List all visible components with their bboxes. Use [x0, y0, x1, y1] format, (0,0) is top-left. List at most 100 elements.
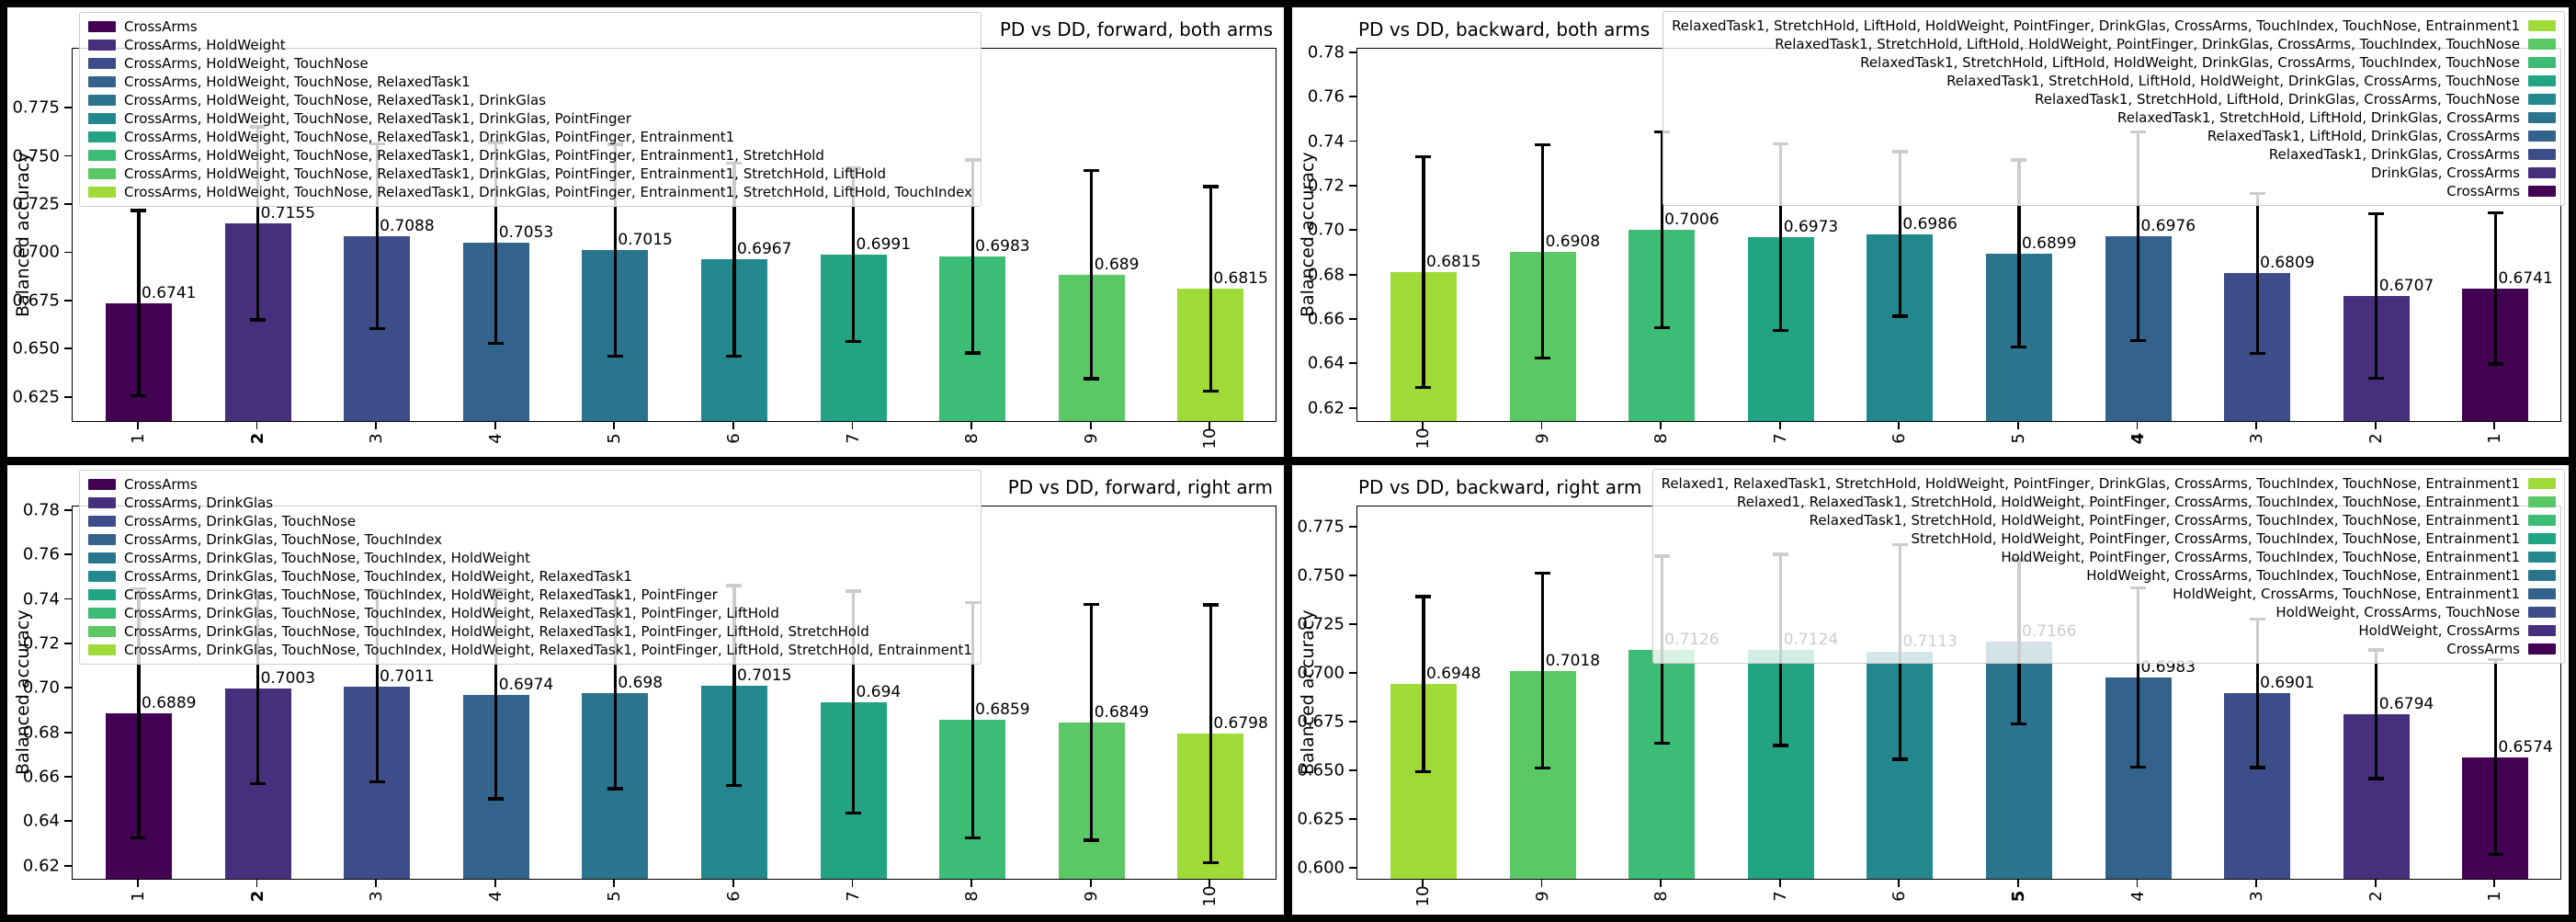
x-tick-mark — [2017, 422, 2019, 429]
x-tick-label: 9 — [1532, 891, 1552, 902]
y-tick-label: 0.650 — [1297, 760, 1345, 780]
error-cap-top — [1535, 571, 1551, 575]
legend-item: CrossArms, DrinkGlas, TouchNose — [88, 512, 972, 530]
error-cap-bottom — [1202, 389, 1219, 393]
legend-swatch — [88, 21, 116, 32]
x-tick-label: 3 — [366, 433, 386, 444]
error-bar — [255, 126, 260, 320]
legend-swatch — [88, 571, 116, 582]
legend-swatch — [88, 626, 116, 637]
x-tick-label: 7 — [843, 891, 863, 902]
y-tick-label: 0.650 — [12, 338, 60, 359]
bar-value-label: 0.698 — [618, 674, 664, 693]
legend-label: DrinkGlas, CrossArms — [2370, 165, 2520, 181]
legend-label: CrossArms, DrinkGlas, TouchNose, TouchIn… — [124, 568, 632, 585]
y-tick-label: 0.74 — [1307, 131, 1345, 152]
error-cap-bottom — [488, 341, 505, 346]
error-cap-top — [1653, 130, 1670, 134]
x-tick-label: 3 — [2246, 433, 2266, 444]
legend-label: CrossArms — [2446, 183, 2520, 199]
x-tick-mark — [137, 880, 139, 887]
error-bar — [613, 598, 617, 790]
legend-item: RelaxedTask1, StretchHold, HoldWeight, P… — [1662, 511, 2556, 529]
legend-label: HoldWeight, CrossArms — [2358, 622, 2520, 639]
legend-item: CrossArms, HoldWeight, TouchNose, Relaxe… — [88, 146, 972, 165]
bar-value-label: 0.6967 — [736, 240, 792, 259]
legend-item: CrossArms, HoldWeight, TouchNose, Relaxe… — [88, 128, 972, 146]
y-tick-mark — [1349, 867, 1356, 870]
legend-swatch — [2528, 643, 2556, 655]
bar-value-label: 0.6741 — [2498, 268, 2553, 288]
error-bar — [2017, 160, 2021, 347]
legend-label: CrossArms, DrinkGlas, TouchNose — [124, 513, 357, 529]
x-tick-label: 8 — [1651, 891, 1671, 902]
legend-swatch — [2528, 131, 2556, 142]
legend: CrossArms CrossArms, DrinkGlas CrossArms, … — [79, 470, 982, 665]
bar-value-label: 0.7053 — [498, 223, 554, 243]
error-cap-top — [1535, 142, 1551, 147]
legend-label: CrossArms, HoldWeight, TouchNose, Relaxe… — [124, 74, 471, 90]
error-cap-bottom — [488, 797, 505, 801]
legend-label: CrossArms, HoldWeight, TouchNose, Relaxe… — [124, 129, 735, 145]
y-tick-label: 0.600 — [1297, 858, 1345, 878]
error-bar — [732, 163, 736, 357]
x-tick-mark — [1089, 422, 1092, 429]
error-cap-bottom — [1773, 744, 1789, 747]
error-bar — [1779, 143, 1783, 331]
error-bar — [1090, 170, 1094, 379]
legend-item: CrossArms — [88, 17, 972, 36]
y-tick-mark — [64, 687, 72, 689]
y-tick-label: 0.66 — [1307, 309, 1345, 329]
y-tick-label: 0.68 — [1307, 265, 1345, 285]
error-cap-bottom — [131, 393, 147, 398]
plot-area: 0.6815 0.6908 0.7006 0.6973 0.6986 0.6899 0.69… — [1356, 48, 2561, 422]
error-bar — [1209, 604, 1212, 863]
error-cap-bottom — [964, 836, 981, 840]
y-tick-mark — [1349, 818, 1356, 821]
x-tick-label: 9 — [1532, 433, 1552, 444]
x-tick-mark — [1778, 880, 1781, 887]
error-bar — [2493, 659, 2497, 855]
bar-value-label: 0.6815 — [1425, 253, 1481, 271]
y-tick-mark — [1349, 51, 1356, 53]
error-cap-bottom — [607, 787, 623, 791]
legend-swatch — [2528, 552, 2556, 563]
x-tick-mark — [2017, 880, 2019, 887]
y-tick-mark — [64, 864, 72, 867]
error-bar — [2255, 193, 2259, 354]
legend-label: RelaxedTask1, StretchHold, LiftHold, Hol… — [1860, 54, 2520, 71]
bar-value-label: 0.7011 — [380, 666, 435, 686]
error-bar — [137, 211, 141, 396]
error-cap-top — [1202, 185, 1219, 188]
error-bar — [970, 160, 974, 353]
x-tick-mark — [970, 880, 973, 887]
bar-value-label: 0.7015 — [618, 231, 673, 250]
y-tick-mark — [64, 251, 72, 254]
x-tick-label: 4 — [2128, 432, 2148, 445]
error-cap-bottom — [1084, 838, 1100, 842]
y-tick-label: 0.70 — [1307, 220, 1345, 240]
x-tick-label: 9 — [1081, 433, 1101, 444]
legend-item: DrinkGlas, CrossArms — [1672, 164, 2556, 182]
error-cap-top — [1415, 154, 1432, 158]
y-tick-mark — [64, 154, 72, 157]
legend-swatch — [88, 150, 116, 161]
chart-title: PD vs DD, forward, both arms — [999, 18, 1273, 40]
x-tick-label: 4 — [485, 891, 505, 902]
y-tick-label: 0.625 — [1297, 809, 1345, 829]
y-tick-label: 0.700 — [1297, 663, 1345, 683]
error-cap-bottom — [964, 351, 981, 355]
error-cap-bottom — [369, 326, 385, 331]
y-tick-mark — [64, 347, 72, 350]
error-bar — [494, 142, 498, 344]
y-tick-mark — [1349, 96, 1356, 98]
bar-value-label: 0.694 — [856, 682, 902, 701]
legend-swatch — [88, 95, 116, 106]
y-tick-mark — [64, 107, 72, 108]
legend-label: HoldWeight, CrossArms, TouchNose — [2275, 604, 2520, 620]
error-cap-top — [131, 209, 147, 212]
error-cap-bottom — [2011, 722, 2027, 725]
bar-value-label: 0.6948 — [1425, 665, 1481, 684]
x-tick-mark — [2374, 422, 2377, 429]
legend-item: CrossArms, DrinkGlas, TouchNose, TouchIn… — [88, 641, 972, 659]
